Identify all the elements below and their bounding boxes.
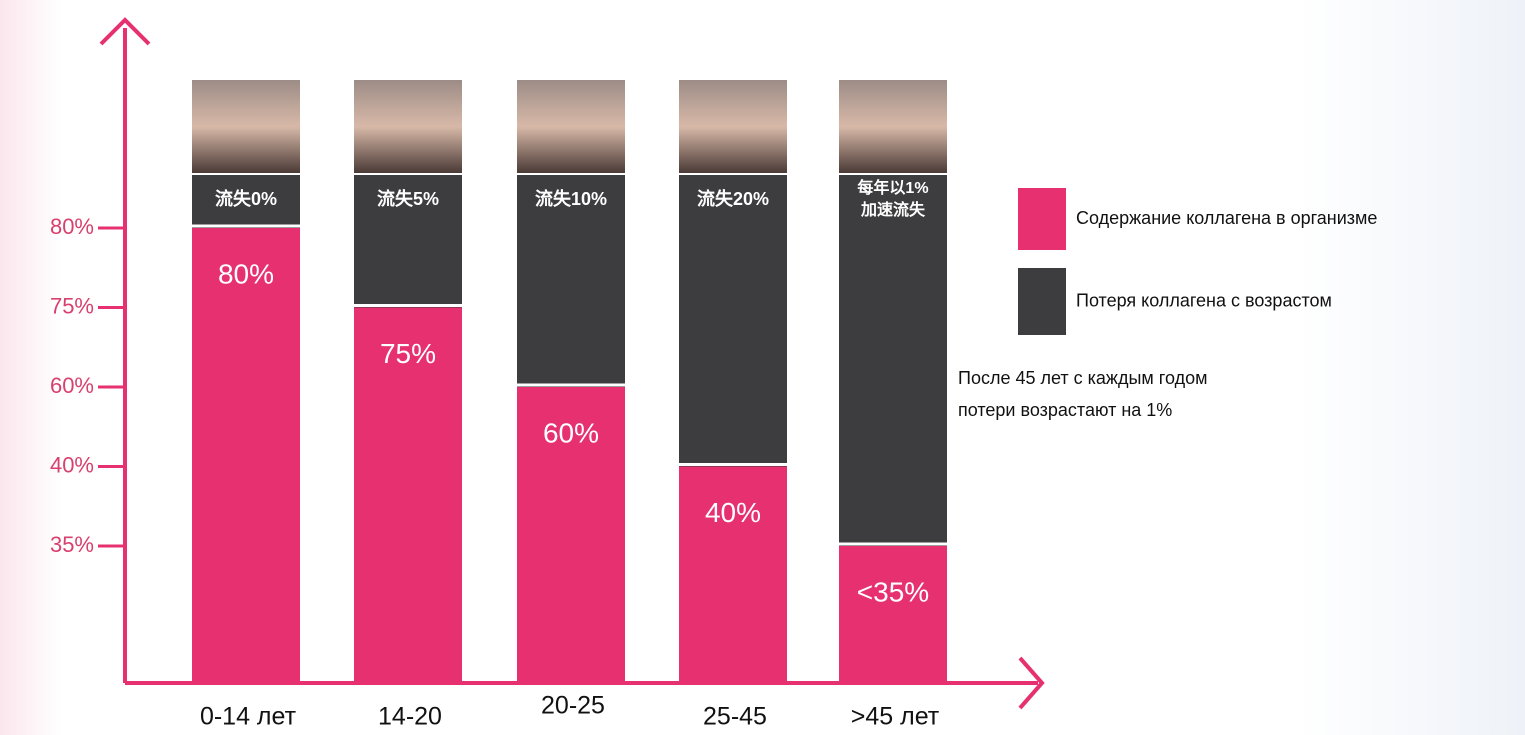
bar — [517, 387, 625, 683]
x-tick-label: 25-45 — [703, 703, 767, 731]
photo — [679, 80, 787, 173]
y-axis-arrow — [99, 17, 151, 46]
value-label: 40% — [705, 497, 761, 528]
legend-label: Потеря коллагена с возрастом — [1076, 290, 1332, 310]
bar — [679, 466, 787, 683]
loss-label: 加速流失 — [860, 200, 926, 219]
x-tick-label: 0-14 лет — [200, 703, 297, 731]
y-tick-label: 60% — [50, 373, 94, 398]
loss-label: 流失0% — [215, 188, 277, 209]
y-tick-label: 35% — [50, 532, 94, 557]
value-label: 60% — [543, 417, 599, 448]
photo — [839, 80, 947, 173]
x-tick-label: >45 лет — [851, 703, 940, 731]
photo — [517, 80, 625, 173]
y-tick-label: 40% — [50, 452, 94, 477]
loss-label: 流失20% — [697, 188, 769, 209]
y-tick-label: 80% — [50, 214, 94, 239]
y-tick-label: 75% — [50, 293, 94, 318]
x-tick-label: 14-20 — [378, 703, 442, 731]
annotation: После 45 лет с каждым годом — [958, 368, 1207, 388]
value-label: <35% — [857, 576, 929, 607]
legend-label: Содержание коллагена в организме — [1076, 208, 1377, 228]
photo — [192, 80, 300, 173]
bar — [354, 307, 462, 683]
legend-swatch — [1018, 268, 1066, 335]
x-tick-label: 20-25 — [541, 692, 605, 720]
bar — [839, 546, 947, 683]
loss-label: 每年以1% — [857, 178, 928, 197]
x-axis-arrow — [1018, 656, 1045, 710]
loss-label: 流失5% — [377, 188, 439, 209]
value-label: 75% — [380, 338, 436, 369]
bar — [192, 228, 300, 683]
annotation: потери возрастают на 1% — [958, 400, 1172, 420]
photo — [354, 80, 462, 173]
loss-label: 流失10% — [535, 188, 607, 209]
legend-swatch — [1018, 188, 1066, 250]
value-label: 80% — [218, 258, 274, 289]
